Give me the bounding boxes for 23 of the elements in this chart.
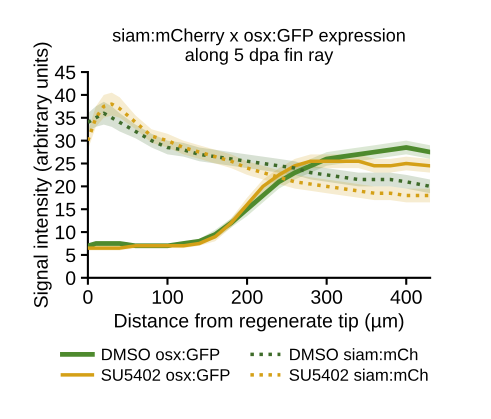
y-tick-label: 35 — [55, 111, 76, 126]
x-tick-label: 100 — [152, 290, 183, 304]
y-tick-label: 5 — [66, 248, 76, 262]
y-tick-label: 20 — [55, 180, 76, 194]
legend-label: DMSO osx:GFP — [102, 348, 220, 360]
y-tick-label: 25 — [55, 156, 76, 171]
y-tick-label: 0 — [66, 271, 76, 286]
x-tick-label: 0 — [83, 290, 93, 304]
x-tick-label: 200 — [232, 290, 263, 304]
y-tick-label: 45 — [54, 66, 76, 80]
x-axis-title: Distance from regenerate tip (µm) — [115, 313, 404, 332]
legend-label: SU5402 osx:GFP — [101, 369, 230, 381]
y-tick-label: 40 — [54, 88, 76, 102]
x-tick-label: 300 — [311, 290, 342, 304]
y-axis-title: Signal intensity (arbitrary units) — [34, 42, 52, 308]
line-series — [88, 111, 430, 188]
y-tick-label: 10 — [56, 226, 76, 240]
y-tick-label: 15 — [56, 202, 76, 216]
y-tick-label: 30 — [55, 134, 76, 148]
legend-label: DMSO siam:mCh — [290, 348, 418, 360]
x-tick-label: 400 — [390, 290, 422, 304]
legend-label: SU5402 siam:mCh — [290, 368, 428, 381]
chart-title: siam:mCherry x osx:GFP expression along 5 dpa fin ray — [112, 28, 405, 65]
